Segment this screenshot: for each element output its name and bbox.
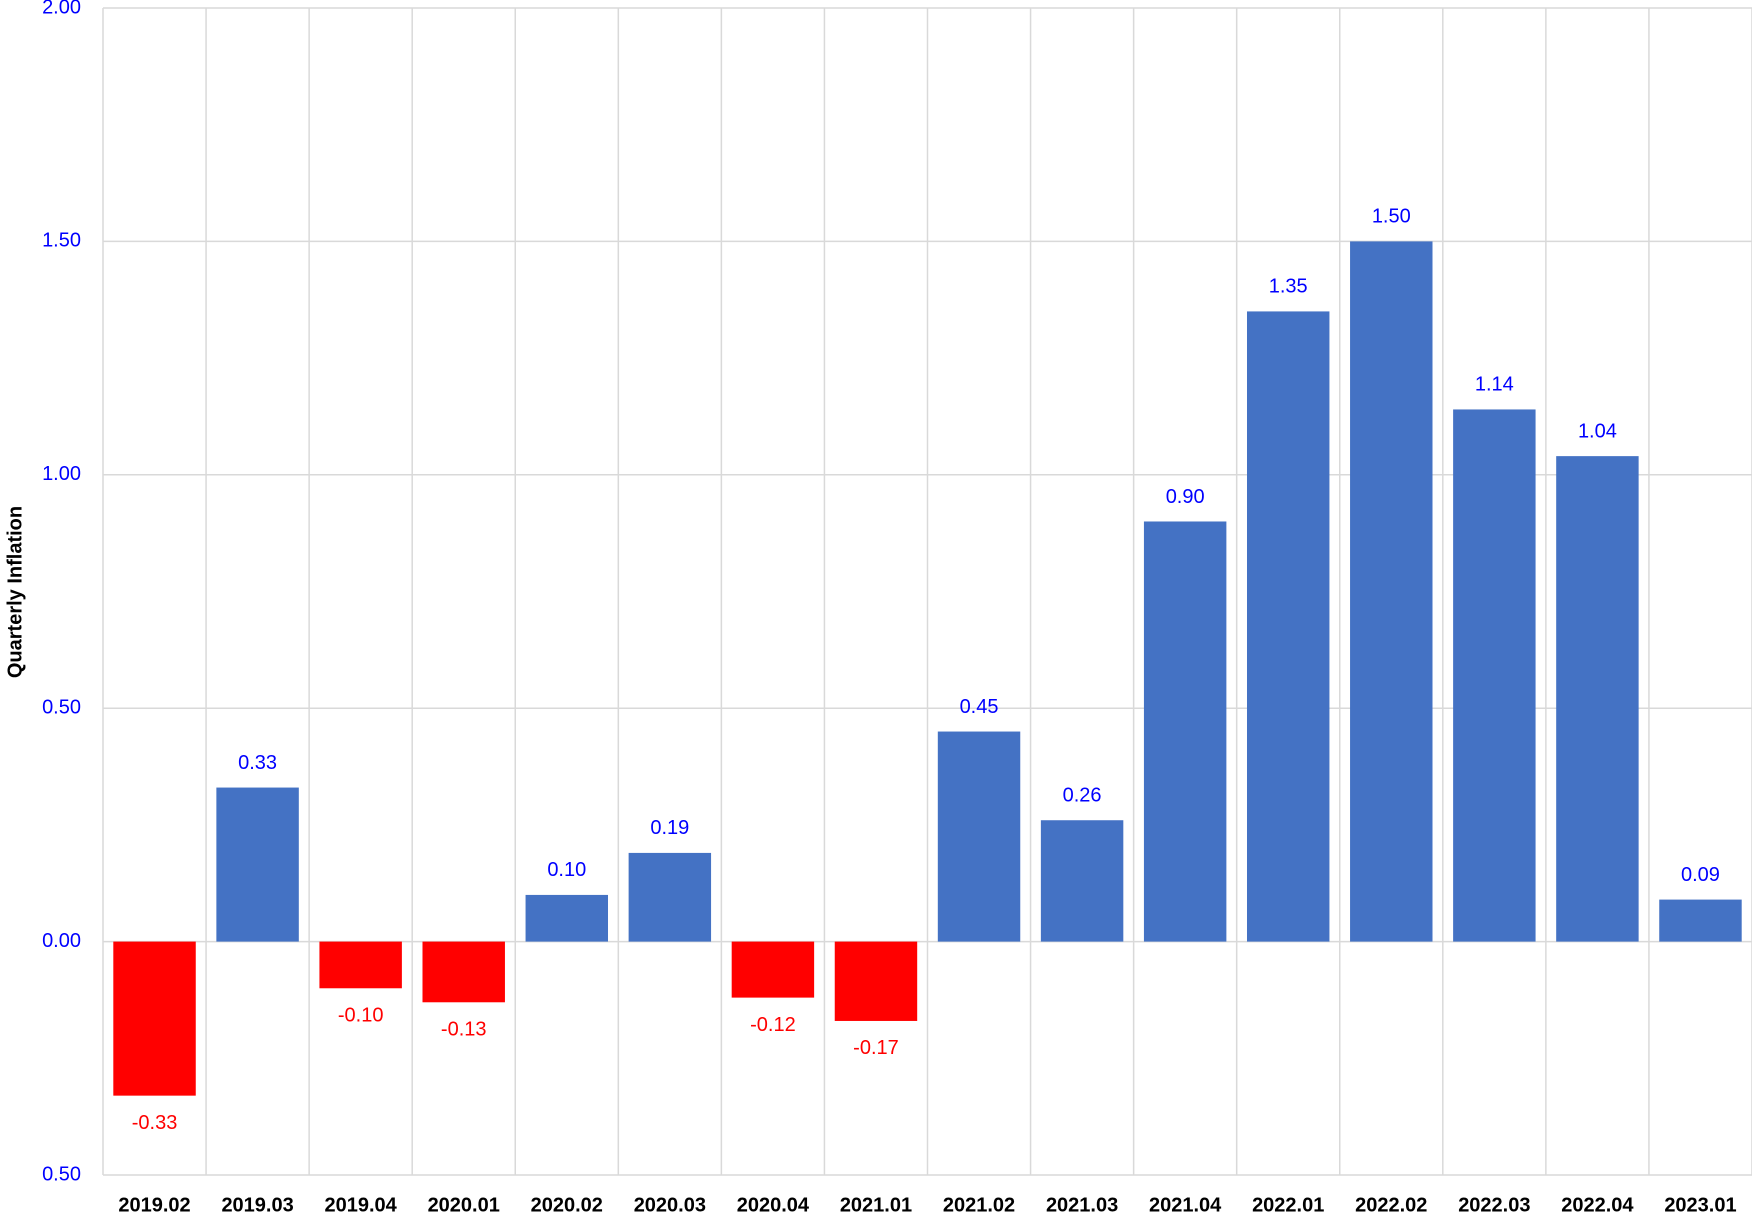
x-tick-label: 2022.02 <box>1355 1194 1427 1216</box>
bar <box>113 941 196 1096</box>
bar <box>937 731 1021 942</box>
x-tick-label: 2019.03 <box>221 1194 293 1216</box>
value-label: 0.45 <box>960 696 999 718</box>
value-label: -0.10 <box>338 1005 384 1027</box>
value-label: 0.90 <box>1166 486 1205 508</box>
y-tick-label: 1.00 <box>42 463 81 485</box>
x-tick-label: 2022.01 <box>1252 1194 1324 1216</box>
x-tick-label: 2020.03 <box>634 1194 706 1216</box>
bar <box>628 852 712 942</box>
x-tick-label: 2021.03 <box>1046 1194 1118 1216</box>
value-label: 0.10 <box>547 859 586 881</box>
bar <box>1556 456 1639 942</box>
x-tick-label: 2022.04 <box>1561 1194 1634 1216</box>
x-tick-label: 2020.04 <box>737 1194 810 1216</box>
x-tick-label: 2020.01 <box>428 1194 500 1216</box>
value-label: 0.26 <box>1063 785 1102 807</box>
bar <box>422 941 505 1003</box>
x-tick-label: 2021.04 <box>1149 1194 1222 1216</box>
value-label: 0.33 <box>238 752 277 774</box>
x-tick-label: 2019.04 <box>325 1194 398 1216</box>
value-label: 0.19 <box>650 817 689 839</box>
bar <box>834 941 918 1021</box>
value-label: -0.17 <box>853 1037 899 1059</box>
x-tick-label: 2021.02 <box>943 1194 1015 1216</box>
bar <box>216 787 299 942</box>
bar <box>1246 311 1330 942</box>
bar <box>731 941 815 998</box>
x-tick-label: 2020.02 <box>531 1194 603 1216</box>
y-tick-label: 2.00 <box>42 0 81 18</box>
x-tick-label: 2021.01 <box>840 1194 912 1216</box>
x-tick-label: 2023.01 <box>1664 1194 1736 1216</box>
bar <box>1143 521 1227 942</box>
bar <box>525 894 609 942</box>
bar <box>319 941 402 989</box>
value-label: -0.33 <box>132 1112 178 1134</box>
value-label: 1.50 <box>1372 206 1411 228</box>
value-label: -0.13 <box>441 1019 487 1041</box>
value-label: 0.09 <box>1681 864 1720 886</box>
value-label: 1.14 <box>1475 374 1514 396</box>
bar <box>1040 820 1124 942</box>
value-label: 1.04 <box>1578 420 1617 442</box>
value-label: 1.35 <box>1269 276 1308 298</box>
y-tick-label: 0.50 <box>42 696 81 718</box>
bar <box>1350 241 1433 942</box>
bar <box>1453 409 1536 942</box>
bar <box>1659 899 1742 942</box>
y-tick-label: 1.50 <box>42 230 81 252</box>
y-tick-label: 0.00 <box>42 930 81 952</box>
value-label: -0.12 <box>750 1014 796 1036</box>
y-axis-title: Quarterly Inflation <box>4 506 26 678</box>
x-tick-label: 2022.03 <box>1458 1194 1530 1216</box>
y-tick-label: 0.50 <box>42 1163 81 1185</box>
x-tick-label: 2019.02 <box>118 1194 190 1216</box>
